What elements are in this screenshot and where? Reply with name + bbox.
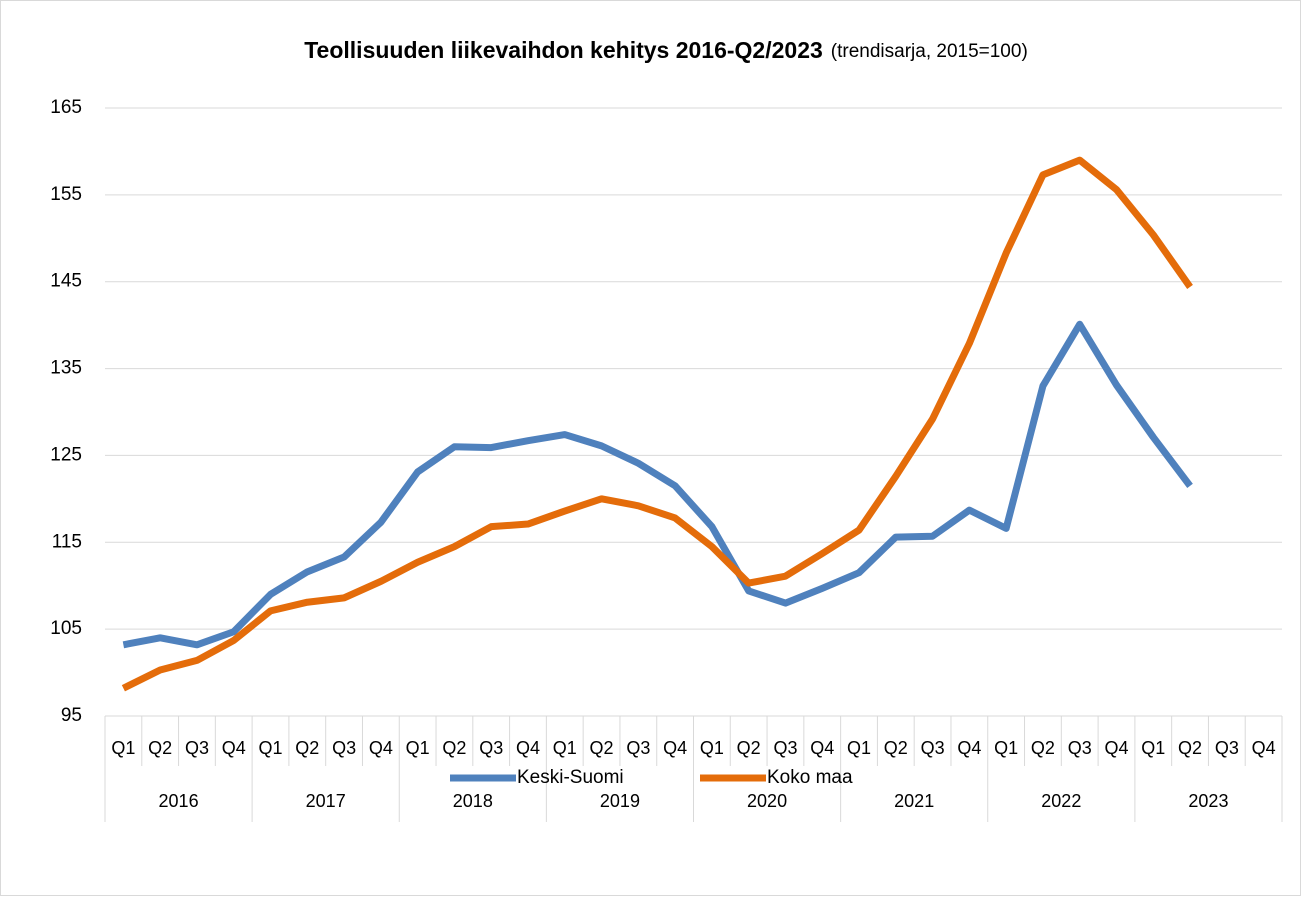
x-tick-label: Q3 (1068, 738, 1092, 758)
x-tick-label: Q1 (553, 738, 577, 758)
x-tick-label: Q3 (479, 738, 503, 758)
x-tick-label: Q4 (369, 738, 393, 758)
x-tick-label: Q2 (737, 738, 761, 758)
x-tick-label: Q3 (332, 738, 356, 758)
x-tick-label: Q4 (516, 738, 540, 758)
year-label: 2019 (600, 791, 640, 811)
year-label: 2016 (159, 791, 199, 811)
x-tick-label: Q3 (626, 738, 650, 758)
x-tick-label: Q1 (1141, 738, 1165, 758)
y-tick-label: 155 (50, 184, 82, 205)
year-label: 2023 (1188, 791, 1228, 811)
y-tick-label: 115 (52, 531, 82, 552)
x-tick-label: Q1 (994, 738, 1018, 758)
y-tick-label: 95 (61, 705, 82, 726)
chart-title-group: Teollisuuden liikevaihdon kehitys 2016-Q… (304, 37, 1028, 63)
legend-label: Koko maa (767, 767, 853, 788)
y-tick-label: 135 (50, 358, 82, 379)
x-tick-label: Q2 (442, 738, 466, 758)
x-tick-label: Q4 (1252, 738, 1276, 758)
x-tick-label: Q1 (406, 738, 430, 758)
x-tick-label: Q2 (148, 738, 172, 758)
year-label: 2018 (453, 791, 493, 811)
x-tick-label: Q1 (700, 738, 724, 758)
x-tick-label: Q2 (590, 738, 614, 758)
year-label: 2022 (1041, 791, 1081, 811)
year-label: 2017 (306, 791, 346, 811)
x-tick-label: Q3 (185, 738, 209, 758)
y-tick-label: 105 (50, 618, 82, 639)
y-tick-label: 145 (50, 271, 82, 292)
chart-title: Teollisuuden liikevaihdon kehitys 2016-Q… (304, 37, 823, 63)
x-tick-label: Q4 (222, 738, 246, 758)
year-label: 2021 (894, 791, 934, 811)
y-tick-label: 125 (50, 444, 82, 465)
x-tick-label: Q3 (1215, 738, 1239, 758)
x-tick-label: Q2 (884, 738, 908, 758)
x-tick-label: Q1 (259, 738, 283, 758)
series-line (122, 320, 1193, 649)
y-tick-label: 165 (50, 97, 82, 118)
x-tick-label: Q2 (295, 738, 319, 758)
x-tick-label: Q4 (663, 738, 687, 758)
x-tick-label: Q2 (1031, 738, 1055, 758)
chart-subtitle: (trendisarja, 2015=100) (831, 41, 1028, 62)
x-tick-label: Q3 (773, 738, 797, 758)
x-tick-label: Q3 (921, 738, 945, 758)
legend-label: Keski-Suomi (517, 767, 624, 788)
x-tick-label: Q4 (1104, 738, 1128, 758)
year-label: 2020 (747, 791, 787, 811)
x-tick-label: Q2 (1178, 738, 1202, 758)
x-tick-label: Q1 (847, 738, 871, 758)
series-line (121, 156, 1193, 692)
x-tick-label: Q4 (957, 738, 981, 758)
x-tick-label: Q4 (810, 738, 834, 758)
x-tick-label: Q1 (111, 738, 135, 758)
